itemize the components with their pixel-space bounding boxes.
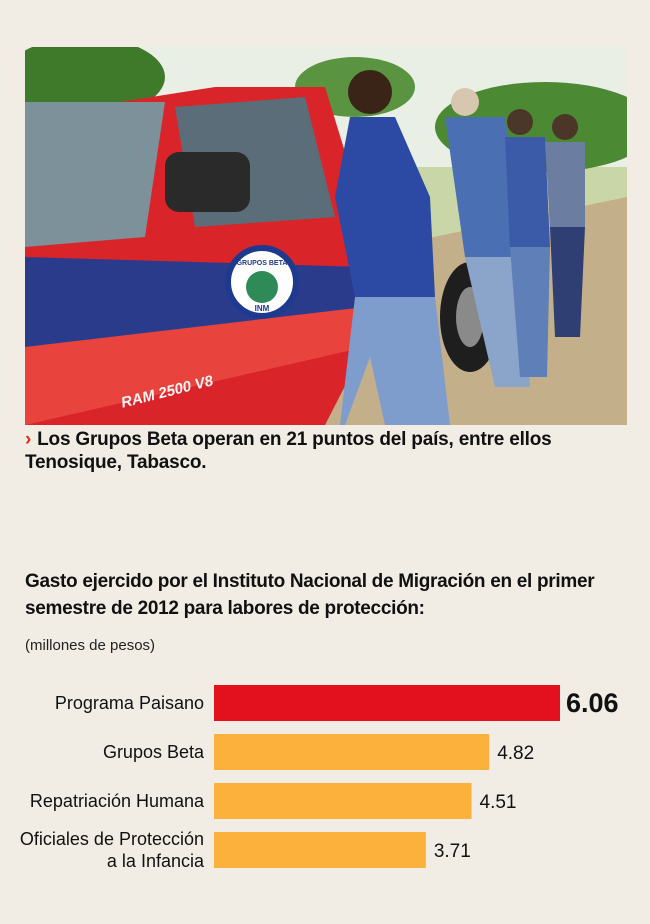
news-photo: GRUPOS BETA INM RAM 2500 V8 xyxy=(25,47,627,425)
category-label: Oficiales de Protección xyxy=(20,829,204,849)
chart-units: (millones de pesos) xyxy=(25,637,156,654)
bar-value-label: 4.82 xyxy=(497,743,534,764)
bar xyxy=(214,685,560,721)
caption-text: Los Grupos Beta operan en 21 puntos del … xyxy=(25,429,552,473)
category-label: Repatriación Humana xyxy=(30,791,205,811)
bar-value-label: 3.71 xyxy=(434,841,471,862)
bar-value-label: 4.51 xyxy=(480,792,517,813)
chart-title: Gasto ejercido por el Instituto Nacional… xyxy=(25,571,595,619)
category-label: a la Infancia xyxy=(107,851,205,871)
bar-chart: 6.06 Programa Paisano 4.82 Grupos Beta 4.51 R… xyxy=(20,685,619,871)
bar xyxy=(214,734,490,770)
people-group xyxy=(335,70,585,425)
bar-value-label: 6.06 xyxy=(566,688,619,718)
badge-bottom-text: INM xyxy=(255,304,270,313)
photo-caption: › Los Grupos Beta operan en 21 puntos del… xyxy=(25,428,627,474)
category-label: Programa Paisano xyxy=(55,693,204,713)
caption-marker: › xyxy=(25,429,32,450)
bar xyxy=(214,783,472,819)
truck-photo-illustration: GRUPOS BETA INM RAM 2500 V8 xyxy=(25,47,627,425)
bar xyxy=(214,832,426,868)
badge-top-text: GRUPOS BETA xyxy=(237,260,288,267)
category-label: Grupos Beta xyxy=(103,742,205,762)
